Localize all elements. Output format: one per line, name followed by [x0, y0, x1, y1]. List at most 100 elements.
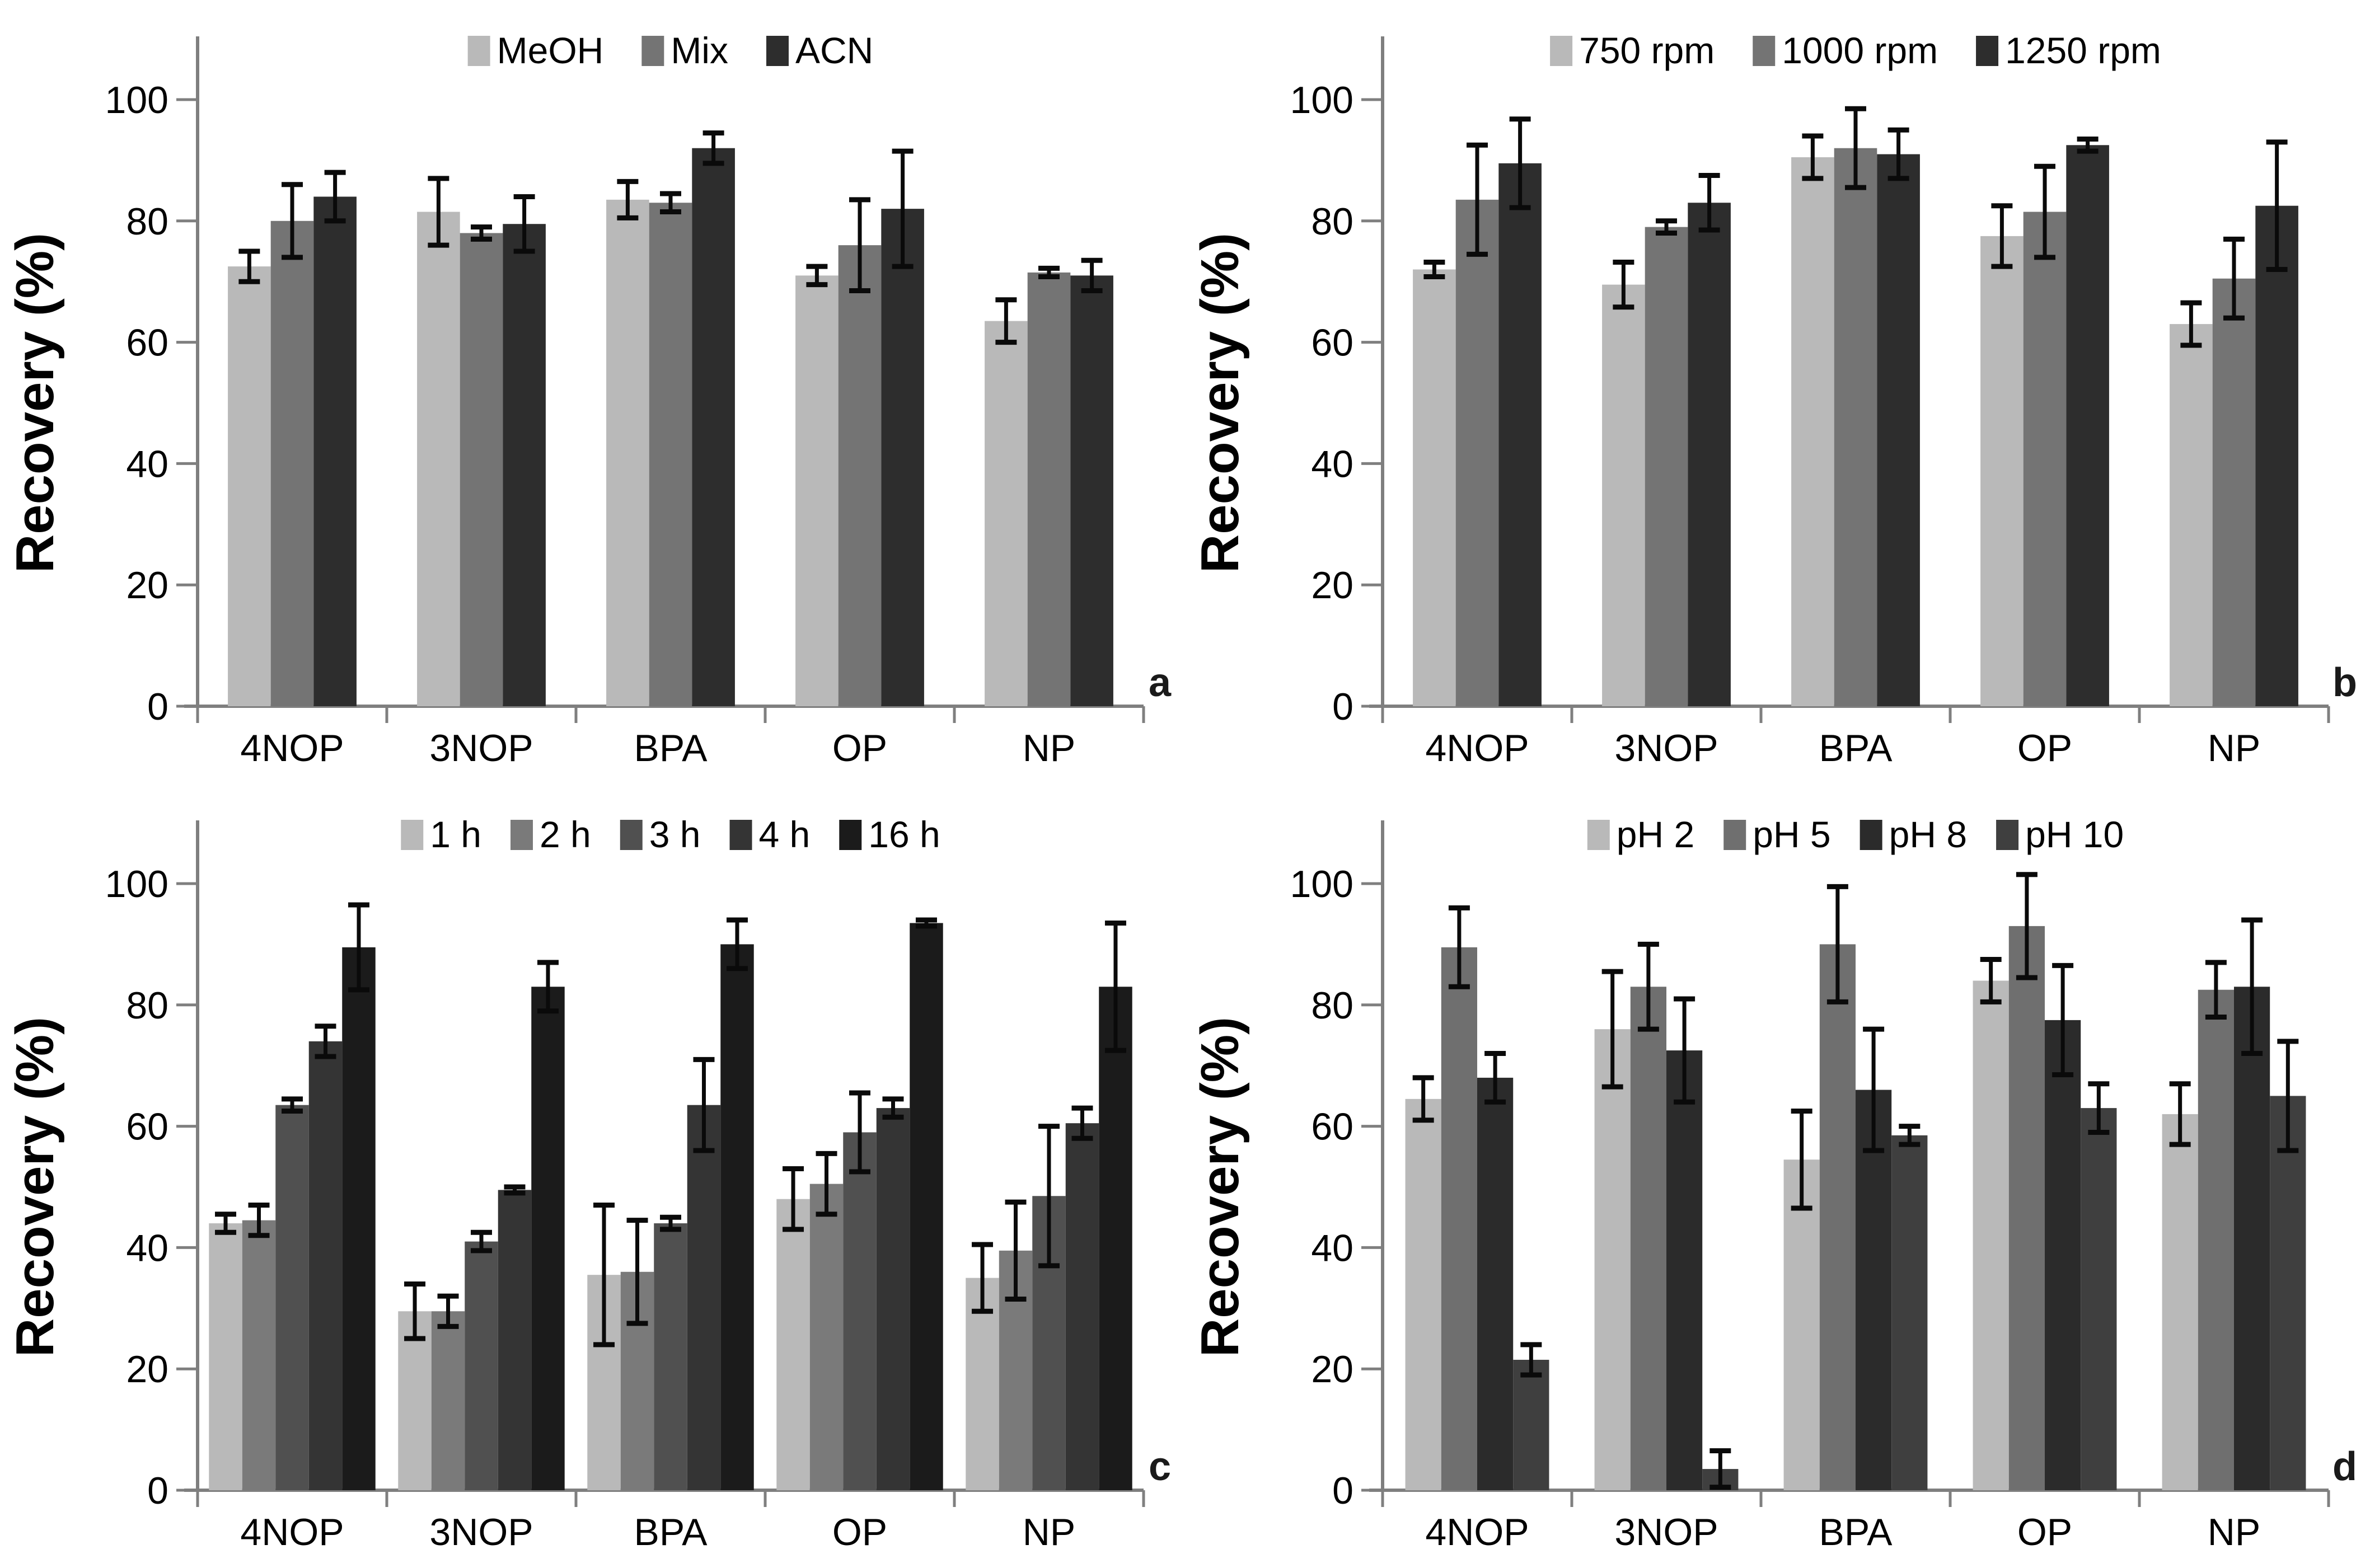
- bar-750rpm: [1413, 269, 1456, 706]
- legend: pH 2 pH 5 pH 8 pH 10: [1587, 814, 2124, 855]
- bar-16h: [1099, 987, 1132, 1490]
- y-axis-title: Recovery (%): [5, 1017, 65, 1357]
- legend-label: 1250 rpm: [2005, 30, 2161, 71]
- x-tick-label: BPA: [1819, 1511, 1893, 1553]
- bar-16h: [531, 987, 565, 1490]
- bar-1h: [398, 1311, 432, 1490]
- legend-swatch: [839, 820, 862, 850]
- bar-ACN: [313, 196, 357, 706]
- y-tick-label: 20: [1311, 564, 1353, 607]
- bar-ACN: [1070, 275, 1113, 706]
- legend-label: 1 h: [430, 814, 481, 855]
- legend-label: pH 2: [1617, 814, 1694, 855]
- legend-swatch: [1996, 820, 2019, 850]
- bar-pH8: [2234, 987, 2270, 1490]
- y-tick-label: 80: [1311, 984, 1353, 1027]
- panel-c: 0 20 40 60 80 100 Recovery (%) 4NOP 3NOP BPA OP NP 1…: [0, 784, 1185, 1568]
- panel-letter-b: b: [2332, 660, 2357, 705]
- bar-1250rpm: [1688, 203, 1731, 706]
- legend: 750 rpm 1000 rpm 1250 rpm: [1550, 30, 2161, 71]
- x-tick-label: NP: [2208, 727, 2260, 769]
- bar-1000rpm: [2023, 212, 2067, 706]
- bar-pH2: [1973, 980, 2009, 1490]
- panel-letter-d: d: [2332, 1444, 2357, 1489]
- legend-swatch: [1723, 820, 1746, 850]
- bar-chart-panel-b: 0 20 40 60 80 100 Recovery (%) 4NOP 3NOP BPA OP NP 7…: [1190, 30, 2357, 769]
- bar-4h: [498, 1190, 532, 1490]
- panel-letter-a: a: [1149, 660, 1172, 705]
- bar-MeOH: [417, 212, 460, 706]
- x-tick-label: NP: [2208, 1511, 2260, 1553]
- bar-pH8: [1477, 1077, 1514, 1490]
- bar-1h: [209, 1223, 242, 1490]
- legend: 1 h 2 h 3 h 4 h 16 h: [401, 814, 940, 855]
- bar-16h: [910, 923, 943, 1490]
- legend-label: 4 h: [759, 814, 811, 855]
- x-tick-label: BPA: [634, 727, 708, 769]
- y-tick-label: 60: [1311, 1106, 1353, 1148]
- legend-swatch: [1860, 820, 1882, 850]
- legend-label: pH 10: [2025, 814, 2124, 855]
- y-tick-label: 20: [126, 1348, 168, 1391]
- legend-label: 750 rpm: [1579, 30, 1715, 71]
- bar-1000rpm: [1645, 227, 1688, 706]
- legend-label: 3 h: [649, 814, 701, 855]
- bar-pH5: [1441, 947, 1477, 1490]
- legend-label: 16 h: [868, 814, 940, 855]
- x-tick-label: OP: [832, 1511, 887, 1553]
- x-tick-label: 4NOP: [240, 1511, 344, 1553]
- bar-MeOH: [228, 266, 271, 707]
- x-tick-label: NP: [1023, 1511, 1075, 1553]
- bar-2h: [242, 1220, 276, 1490]
- legend-swatch: [620, 820, 643, 850]
- bar-1250rpm: [2066, 145, 2109, 706]
- bar-MeOH: [985, 321, 1028, 706]
- bar-pH10: [2270, 1096, 2306, 1490]
- y-tick-label: 100: [1290, 863, 1353, 905]
- legend-label: pH 5: [1753, 814, 1830, 855]
- bar-16h: [720, 944, 754, 1490]
- bar-ACN: [881, 209, 924, 706]
- legend-label: MeOH: [497, 30, 604, 71]
- bar-pH2: [2162, 1114, 2198, 1490]
- bar-750rpm: [2170, 324, 2213, 706]
- bar-4h: [1065, 1123, 1099, 1490]
- bar-pH5: [2198, 989, 2234, 1490]
- y-tick-label: 100: [1290, 79, 1353, 121]
- legend-swatch: [1587, 820, 1610, 850]
- bar-1250rpm: [2255, 205, 2298, 706]
- panel-d: 0 20 40 60 80 100 Recovery (%) 4NOP 3NOP BPA OP NP p…: [1185, 784, 2370, 1568]
- legend-swatch: [510, 820, 533, 850]
- y-tick-label: 40: [1311, 443, 1353, 485]
- bar-2h: [431, 1311, 465, 1490]
- bar-pH2: [1783, 1159, 1820, 1490]
- bar-Mix: [1027, 272, 1071, 706]
- bar-1000rpm: [1834, 148, 1877, 707]
- y-tick-label: 0: [1332, 1470, 1353, 1512]
- bar-ACN: [503, 224, 546, 707]
- bar-pH2: [1594, 1029, 1631, 1490]
- bar-pH2: [1405, 1098, 1441, 1490]
- panel-a: 0 20 40 60 80 100 Recovery (%) 4NOP 3NOP BPA OP NP M…: [0, 0, 1185, 784]
- y-tick-label: 80: [1311, 200, 1353, 243]
- bar-4h: [308, 1041, 343, 1490]
- y-axis-title: Recovery (%): [1190, 233, 1250, 573]
- bar-1000rpm: [2212, 278, 2256, 706]
- bar-Mix: [649, 203, 692, 706]
- y-tick-label: 20: [1311, 1348, 1353, 1391]
- legend-label: Mix: [671, 30, 728, 71]
- legend-label: ACN: [795, 30, 873, 71]
- legend-label: 1000 rpm: [1782, 30, 1938, 71]
- bar-750rpm: [1791, 157, 1834, 707]
- bar-750rpm: [1980, 236, 2024, 706]
- y-tick-label: 40: [126, 443, 168, 485]
- x-tick-label: 3NOP: [1614, 727, 1718, 769]
- bar-pH10: [2081, 1108, 2117, 1490]
- x-tick-label: OP: [2017, 727, 2072, 769]
- y-tick-label: 100: [105, 79, 168, 121]
- bar-chart-panel-d: 0 20 40 60 80 100 Recovery (%) 4NOP 3NOP BPA OP NP p…: [1190, 814, 2357, 1553]
- y-axis-title: Recovery (%): [5, 233, 65, 573]
- bar-MeOH: [795, 275, 839, 706]
- legend-swatch: [1550, 36, 1573, 66]
